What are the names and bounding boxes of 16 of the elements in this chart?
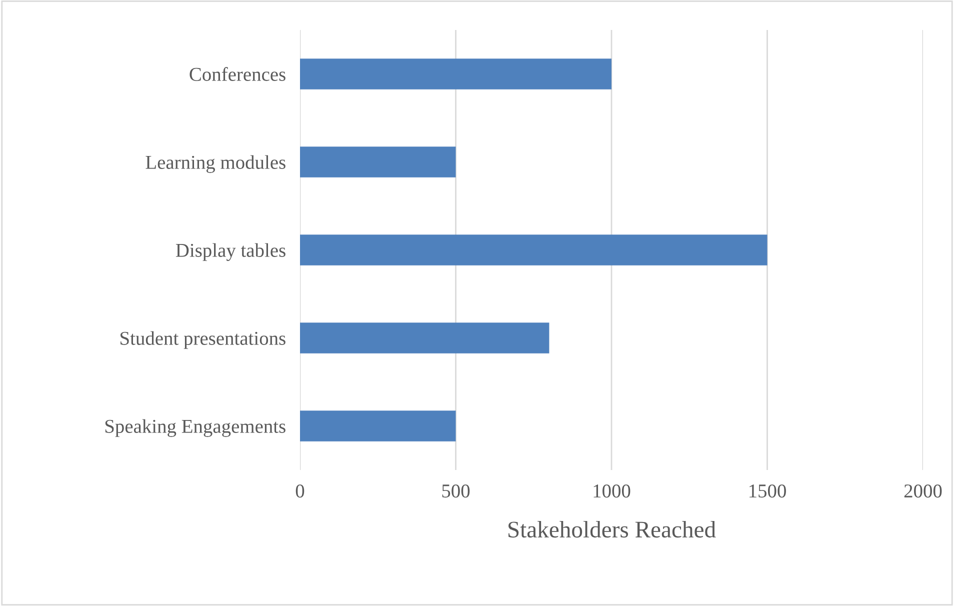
y-tick-label: Student presentations [120, 331, 286, 349]
bar [300, 146, 456, 178]
x-tick-label: 1500 [750, 484, 786, 498]
bar [300, 322, 550, 354]
bar [300, 234, 768, 266]
y-tick-label: Conferences [190, 67, 286, 81]
x-axis-title: Stakeholders Reached [508, 520, 716, 538]
x-tick-label: 0 [296, 484, 304, 498]
x-tick-label: 500 [442, 484, 470, 498]
bar [300, 410, 456, 442]
x-tick-label: 1000 [594, 484, 630, 498]
y-tick-label: Display tables [176, 243, 286, 261]
x-tick-label: 2000 [904, 484, 942, 498]
bar [300, 58, 612, 90]
y-tick-label: Learning modules [146, 155, 286, 173]
y-tick-label: Speaking Engagements [105, 419, 286, 437]
